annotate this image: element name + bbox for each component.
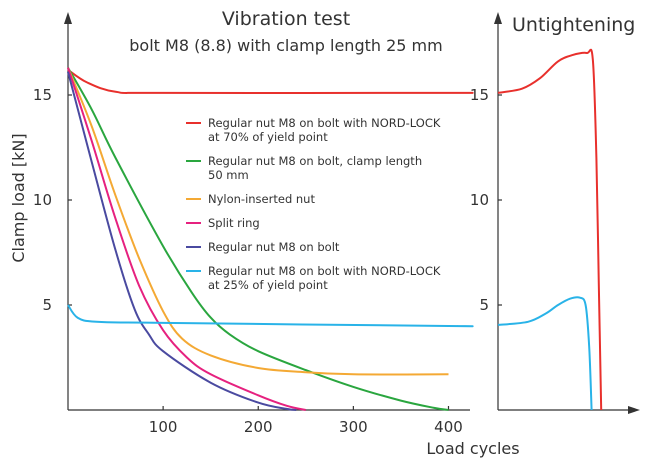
x-tick-label: 100 (149, 418, 178, 436)
legend-label-0: Regular nut M8 on bolt with NORD-LOCK (208, 116, 441, 130)
legend-label-3: Split ring (208, 216, 260, 230)
untightening-y-tick-label: 5 (479, 296, 489, 314)
untightening-line-0 (497, 48, 603, 411)
series-line-2 (67, 67, 449, 376)
y-tick-label: 15 (33, 86, 52, 104)
y-tick-label: 10 (33, 191, 52, 209)
untightening-title: Untightening (512, 14, 635, 36)
series-lines-group (67, 48, 603, 411)
legend: Regular nut M8 on bolt with NORD-LOCKat … (186, 116, 441, 292)
y-axis-label: Clamp load [kN] (9, 133, 28, 262)
legend-label-0: at 70% of yield point (208, 130, 328, 144)
y-tick-label: 5 (42, 296, 52, 314)
legend-label-1: 50 mm (208, 168, 249, 182)
series-line-3 (67, 67, 307, 411)
x-tick-label: 400 (434, 418, 463, 436)
untightening-line-1 (497, 296, 593, 411)
series-line-5 (67, 304, 474, 328)
chart-title: Vibration test (222, 8, 350, 30)
legend-label-5: at 25% of yield point (208, 278, 328, 292)
x-axis-label: Load cycles (426, 439, 519, 458)
untightening-y-tick-label: 10 (470, 191, 489, 209)
untightening-y-axis-arrow (494, 12, 502, 24)
x-tick-label: 300 (339, 418, 368, 436)
x-tick-label: 200 (244, 418, 273, 436)
series-line-1 (67, 67, 449, 411)
series-line-4 (67, 71, 297, 411)
legend-label-4: Regular nut M8 on bolt (208, 240, 340, 254)
untightening-y-tick-label: 15 (470, 86, 489, 104)
legend-label-1: Regular nut M8 on bolt, clamp length (208, 154, 422, 168)
chart-subtitle: bolt M8 (8.8) with clamp length 25 mm (129, 36, 442, 55)
tick-labels-group: 100 200 300 400 5 10 15 5 10 15 (33, 86, 489, 436)
y-axis-arrow (64, 12, 72, 24)
axes-group (64, 12, 640, 414)
legend-label-2: Nylon-inserted nut (208, 192, 315, 206)
x-axis-arrow (628, 406, 640, 414)
series-line-0 (67, 68, 474, 94)
legend-label-5: Regular nut M8 on bolt with NORD-LOCK (208, 264, 441, 278)
